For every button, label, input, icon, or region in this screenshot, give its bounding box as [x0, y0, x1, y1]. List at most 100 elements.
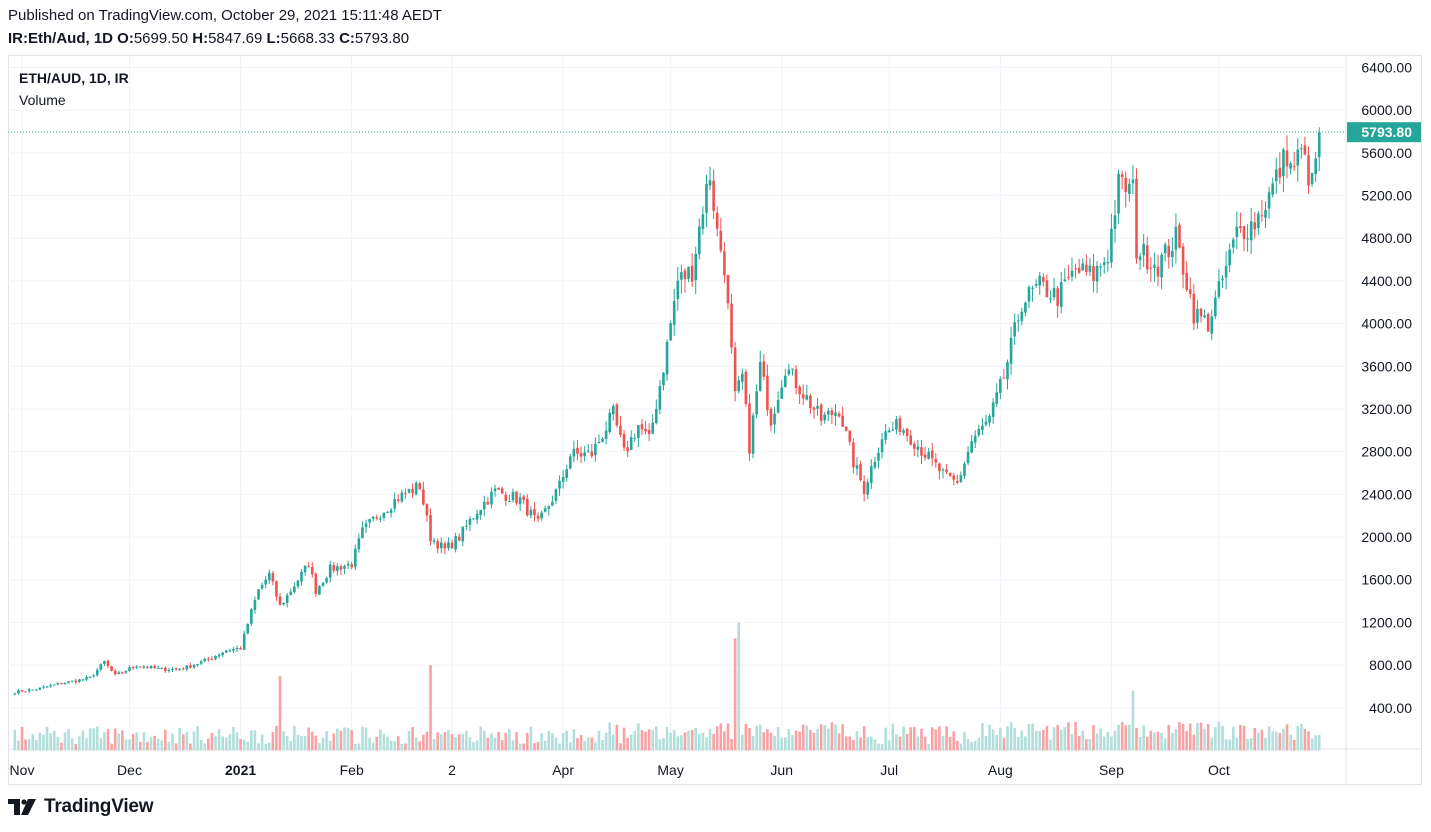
candle-body [525, 498, 529, 516]
volume-bar [1285, 724, 1289, 751]
volume-bar [1217, 721, 1221, 751]
volume-bar [343, 727, 346, 751]
volume-bar [1292, 739, 1296, 751]
candle-body [45, 686, 49, 688]
volume-bar [1120, 722, 1124, 751]
candle-body [1214, 297, 1217, 317]
candle-body [748, 403, 751, 454]
volume-bar [482, 730, 486, 751]
volume-bar [715, 726, 719, 751]
volume-bar [267, 742, 271, 751]
candle-body [930, 450, 934, 459]
candle-body [780, 387, 784, 399]
candle-body [138, 666, 142, 668]
candle-body [923, 454, 927, 458]
volume-bar [930, 727, 934, 751]
candle-body [927, 451, 930, 459]
candle-body [1052, 288, 1056, 298]
volume-bar [723, 731, 726, 751]
volume-bar [672, 729, 676, 751]
candle-body [712, 180, 715, 211]
candle-body [393, 499, 396, 509]
candle-body [285, 595, 289, 604]
candle-body [167, 669, 171, 672]
candle-body [687, 266, 690, 279]
candle-body [74, 680, 78, 683]
volume-bar [285, 735, 289, 751]
last-price-badge [1347, 122, 1421, 143]
volume-bar [1113, 730, 1117, 751]
candle-body [78, 679, 81, 682]
volume-bar [676, 736, 680, 751]
volume-bar [1224, 739, 1228, 751]
candle-body [970, 441, 973, 453]
volume-bar [307, 727, 310, 751]
candle-body [554, 489, 558, 501]
volume-bar [156, 738, 160, 751]
volume-bar [364, 727, 368, 751]
volume-bar [726, 723, 730, 751]
volume-bar [1016, 737, 1020, 751]
volume-bar [439, 734, 443, 751]
volume-bar [690, 729, 694, 751]
candle-body [1038, 275, 1042, 286]
volume-bar [17, 740, 20, 751]
candle-body [257, 589, 260, 600]
candle-body [909, 435, 913, 445]
volume-bar [303, 736, 307, 751]
open-label: O: [117, 30, 134, 47]
volume-bar [110, 743, 113, 751]
volume-bar [379, 729, 382, 751]
volume-bar [357, 743, 361, 751]
volume-bar [870, 736, 873, 751]
candle-body [898, 418, 902, 432]
y-tick-label-15: 6400.00 [1361, 59, 1412, 75]
candle-body [1231, 239, 1235, 248]
volume-bar [952, 731, 956, 751]
volume-bar [938, 726, 941, 751]
candle-body [1142, 243, 1145, 256]
candle-body [70, 680, 74, 682]
volume-bar [586, 737, 590, 751]
volume-bar [1242, 725, 1246, 751]
volume-bar [27, 739, 31, 751]
volume-bar [923, 736, 927, 751]
volume-bar [866, 736, 870, 751]
volume-bar [199, 740, 203, 751]
volume-bar [85, 738, 88, 751]
candle-body [1020, 311, 1024, 322]
candle-body [895, 419, 898, 430]
candle-body [1063, 279, 1067, 282]
legend-symbol: ETH/AUD, 1D, IR [19, 70, 129, 86]
volume-bar [1303, 728, 1307, 751]
candle-body [153, 666, 156, 668]
candle-body [644, 428, 647, 432]
footer-brand[interactable]: TradingView [8, 796, 154, 818]
candle-body [1278, 167, 1282, 178]
volume-bar [1135, 727, 1138, 751]
candle-body [841, 415, 844, 427]
volume-bar [830, 722, 834, 751]
volume-bar [1174, 729, 1178, 751]
volume-bar [38, 732, 42, 751]
volume-bar [1031, 723, 1034, 751]
candle-body [887, 430, 891, 433]
candle-body [482, 501, 486, 510]
volume-bar [619, 743, 622, 751]
chart-frame[interactable] [8, 55, 1422, 785]
volume-bar [1210, 737, 1214, 751]
candle-body [733, 347, 737, 392]
candle-body [594, 443, 597, 456]
candle-body [1271, 183, 1274, 195]
candle-body [95, 669, 99, 676]
candle-body [1102, 262, 1106, 266]
candle-body [199, 661, 203, 664]
candle-body [551, 501, 554, 506]
candle-body [805, 395, 809, 400]
volume-bar [1307, 731, 1310, 751]
candle-body [791, 368, 794, 370]
candle-body [977, 428, 981, 436]
volume-bar [490, 733, 493, 751]
candle-body [672, 300, 676, 326]
